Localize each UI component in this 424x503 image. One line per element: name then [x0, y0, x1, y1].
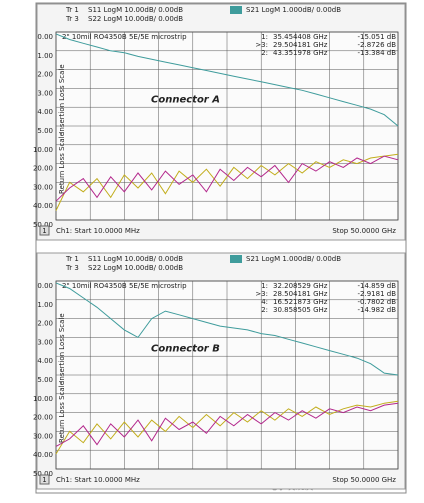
marker-freq: 43.351978 GHz [273, 49, 328, 57]
y-axis-title: Insertion Loss Scale [58, 313, 66, 382]
y2-tick-label: 30.00 [33, 183, 53, 191]
y-tick-label: 4.00 [37, 357, 53, 365]
y-tick-label: 3.00 [37, 89, 53, 97]
marker-id: >3: [255, 290, 268, 298]
marker-value: -15.051 dB [358, 33, 397, 41]
y-tick-label: 1.00 [37, 301, 53, 309]
y-tick-label: 2.00 [37, 320, 53, 328]
legend-trace: Tr 3 [65, 15, 79, 23]
legend-entry: S22 LogM 10.00dB/ 0.00dB [88, 264, 183, 272]
legend-trace: Tr 1 [65, 255, 79, 263]
legend-entry: S11 LogM 10.00dB/ 0.00dB [88, 6, 183, 14]
y-tick-label: 1.00 [37, 52, 53, 60]
y-tick-label: 0.00 [37, 33, 53, 41]
annotation: Connector B [151, 344, 220, 355]
start-label: Ch1: Start 10.0000 MHz [56, 227, 140, 235]
marker-value: -14.859 dB [358, 282, 397, 290]
y2-tick-label: 30.00 [33, 432, 53, 440]
y2-axis-title: Return Loss Scale [58, 132, 66, 194]
trace [55, 153, 399, 211]
marker-value: -13.384 dB [358, 49, 397, 57]
stop-label: Stop 50.0000 GHz [332, 227, 396, 235]
marker-id: 2: [261, 306, 268, 314]
y2-tick-label: 40.00 [33, 202, 53, 210]
legend-entry: S21 LogM 1.000dB/ 0.00dB [246, 255, 341, 263]
trace [55, 402, 399, 447]
start-label: Ch1: Start 10.0000 MHz [56, 476, 140, 484]
legend-trace: Tr 3 [65, 264, 79, 272]
y-tick-label: 5.00 [37, 376, 53, 384]
channel-box [39, 474, 50, 485]
legend-trace: Tr 1 [65, 6, 79, 14]
marker-id: 2: [261, 49, 268, 57]
channel-box [39, 225, 50, 236]
y2-tick-label: 10.00 [33, 146, 53, 154]
y2-axis-title: Return Loss Scale [58, 381, 66, 443]
marker-freq: 35.454408 GHz [273, 33, 328, 41]
subtitle: 2" 10mil RO4350B 5E/5E microstrip [62, 33, 187, 41]
marker-freq: 32.208529 GHz [273, 282, 328, 290]
marker-value: -0.7802 dB [358, 298, 397, 306]
marker-freq: 16.521873 GHz [273, 298, 328, 306]
marker-freq: 29.504181 GHz [273, 41, 328, 49]
marker-id: >3: [255, 41, 268, 49]
marker-value: -2.8726 dB [358, 41, 397, 49]
marker-id: 1: [261, 33, 268, 41]
legend-entry: S11 LogM 10.00dB/ 0.00dB [88, 255, 183, 263]
y-tick-label: 5.00 [37, 127, 53, 135]
annotation: Connector A [151, 95, 220, 106]
trace [55, 282, 399, 376]
y2-tick-label: 50.00 [33, 221, 53, 229]
trace [55, 155, 399, 202]
trace [55, 33, 399, 127]
marker-value: -14.982 dB [358, 306, 397, 314]
channel: 1 [42, 227, 46, 235]
marker-id: 1: [261, 282, 268, 290]
marker-freq: 28.504181 GHz [273, 290, 328, 298]
y2-tick-label: 40.00 [33, 451, 53, 459]
y-tick-label: 3.00 [37, 338, 53, 346]
channel: 1 [42, 476, 46, 484]
marker-freq: 30.858505 GHz [273, 306, 328, 314]
marker-id: 4: [261, 298, 268, 306]
y-tick-label: 0.00 [37, 282, 53, 290]
stop-label: Stop 50.0000 GHz [332, 476, 396, 484]
legend-swatch [230, 255, 242, 263]
y-tick-label: 2.00 [37, 71, 53, 79]
marker-value: -2.9181 dB [358, 290, 397, 298]
y2-tick-label: 50.00 [33, 470, 53, 478]
y2-tick-label: 10.00 [33, 395, 53, 403]
y2-tick-label: 20.00 [33, 165, 53, 173]
legend-entry: S21 LogM 1.000dB/ 0.00dB [246, 6, 341, 14]
subtitle: 2" 10mil RO4350B 5E/5E microstrip [62, 282, 187, 290]
y-axis-title: Insertion Loss Scale [58, 64, 66, 133]
y2-tick-label: 20.00 [33, 414, 53, 422]
legend-entry: S22 LogM 10.00dB/ 0.00dB [88, 15, 183, 23]
trace [55, 400, 399, 455]
y-tick-label: 4.00 [37, 108, 53, 116]
legend-swatch [230, 6, 242, 14]
